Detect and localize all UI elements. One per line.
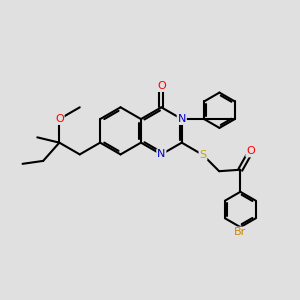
Text: S: S — [200, 150, 206, 160]
Text: Br: Br — [234, 227, 247, 237]
Text: O: O — [246, 146, 255, 157]
Text: N: N — [157, 149, 166, 159]
Text: O: O — [157, 81, 166, 91]
Text: N: N — [178, 114, 186, 124]
Text: O: O — [55, 114, 64, 124]
